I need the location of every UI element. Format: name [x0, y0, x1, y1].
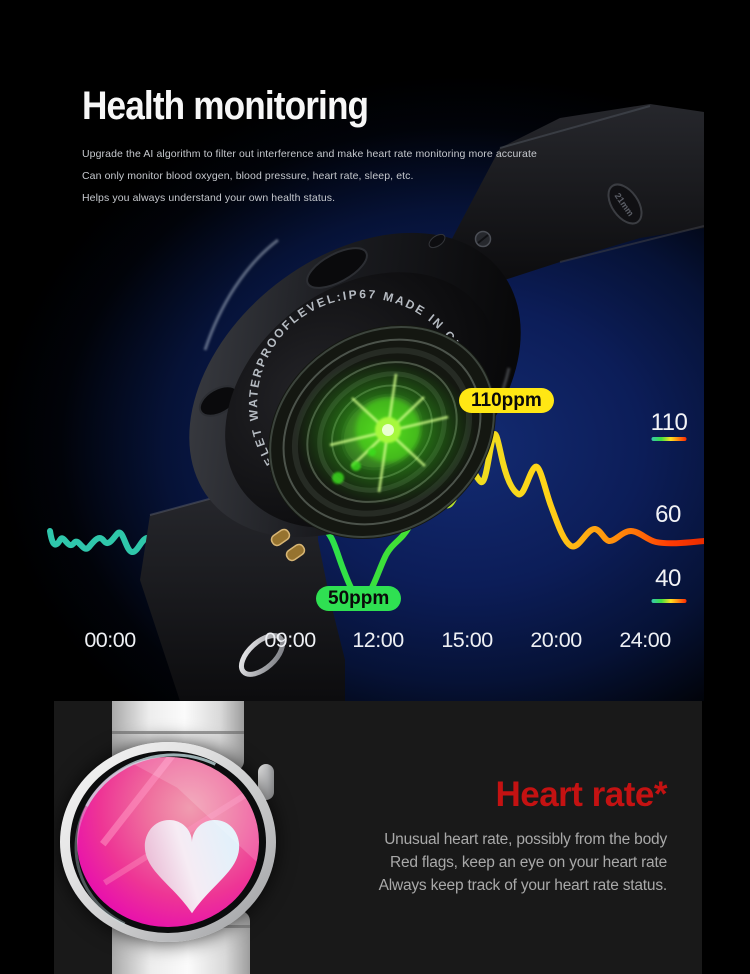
strap-size-tag: 21mm — [607, 183, 643, 225]
y-axis-gradient-bar — [651, 599, 687, 603]
watch-side-button — [258, 764, 274, 800]
heart-rate-chart-and-watch-illustration: 21mm BRACELET WATERPROOFLEVEL:IP67 MADE … — [0, 0, 707, 701]
heart-rate-line-3: Always keep track of your heart rate sta… — [378, 877, 668, 894]
x-axis-label: 09:00 — [264, 628, 316, 652]
y-axis-label-110: 110 — [650, 409, 688, 436]
y-axis-label-60: 60 — [655, 501, 681, 528]
charging-pins — [270, 528, 306, 562]
heart-rate-description: Unusual heart rate, possibly from the bo… — [378, 828, 668, 897]
strap-clasp — [238, 633, 286, 677]
heart-icon — [144, 819, 240, 914]
y-axis-gradient-bar — [651, 437, 687, 441]
watch-strap-top-right — [445, 104, 704, 284]
silver-watch-case — [54, 728, 290, 960]
heart-rate-title: Heart rate* — [495, 775, 667, 814]
x-axis-label: 00:00 — [84, 628, 136, 652]
sensor-green-glow — [295, 358, 475, 506]
x-axis-label: 15:00 — [441, 628, 493, 652]
watch-strap-bottom-left — [140, 492, 345, 701]
x-axis-label: 20:00 — [530, 628, 582, 652]
watch-screen — [77, 757, 259, 927]
case-cutout-top — [306, 247, 368, 289]
hero-description-line: Upgrade the AI algorithm to filter out i… — [82, 148, 537, 160]
hero-section: 21mm BRACELET WATERPROOFLEVEL:IP67 MADE … — [0, 0, 750, 701]
heart-rate-line-2: Red flags, keep an eye on your heart rat… — [389, 854, 667, 871]
y-axis-label-40: 40 — [655, 565, 681, 592]
page-title: Health monitoring — [82, 84, 369, 128]
watch-bezel — [54, 728, 290, 960]
hero-description-line: Can only monitor blood oxygen, blood pre… — [82, 170, 414, 182]
x-axis-label: 12:00 — [352, 628, 404, 652]
chart-badge-110ppm: 110ppm — [459, 388, 554, 413]
x-axis-label: 24:00 — [619, 628, 671, 652]
right-black-band — [704, 0, 750, 701]
heart-rate-line-1: Unusual heart rate, possibly from the bo… — [384, 831, 667, 848]
heart-rate-card: Heart rate* Unusual heart rate, possibly… — [54, 701, 702, 974]
hero-description-line: Helps you always understand your own hea… — [82, 192, 336, 204]
chart-badge-50ppm: 50ppm — [316, 586, 402, 611]
